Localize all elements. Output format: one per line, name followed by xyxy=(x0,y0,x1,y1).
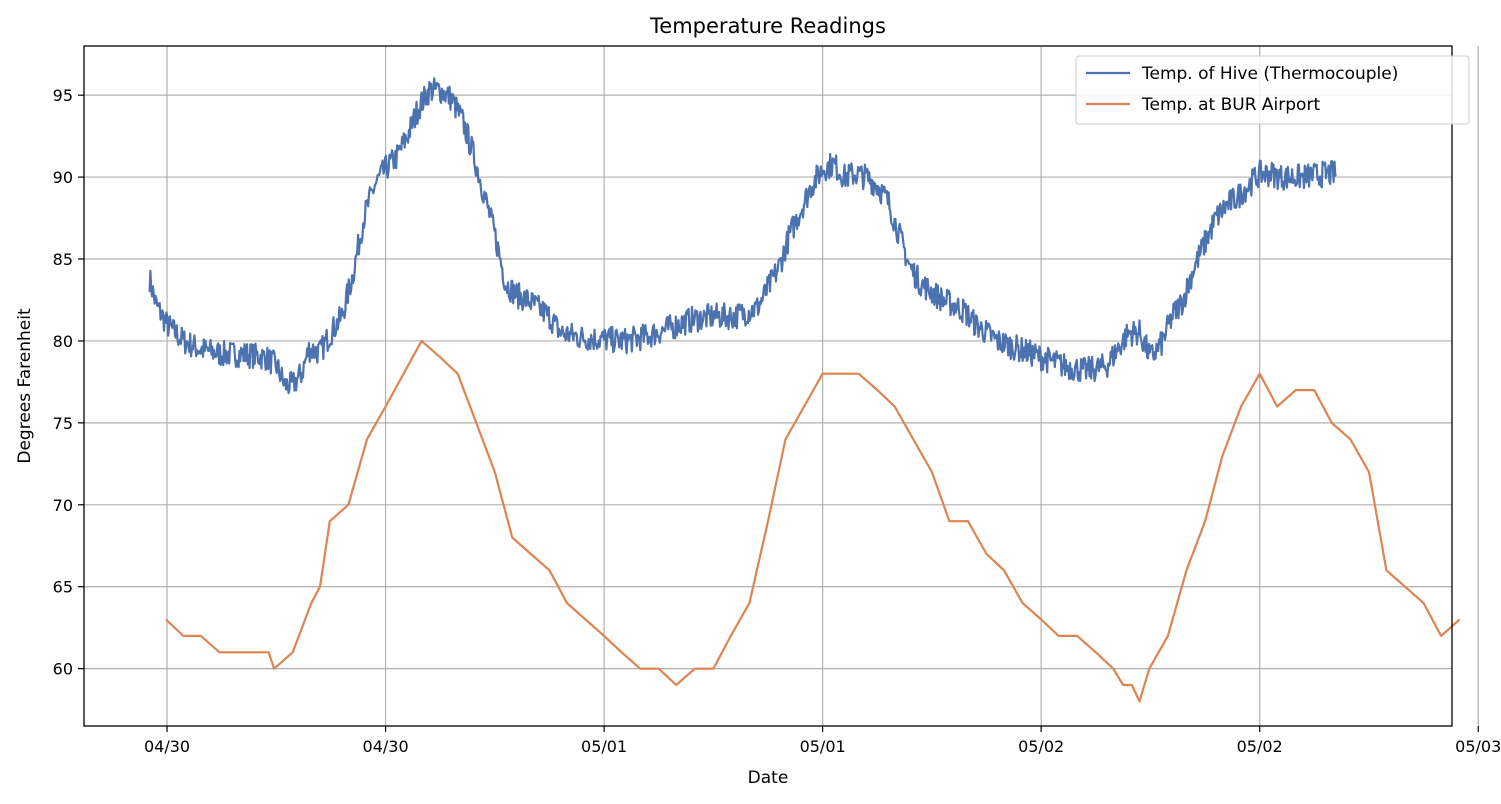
x-tick-label: 05/01 xyxy=(581,737,627,756)
y-tick-label: 70 xyxy=(53,496,73,515)
y-tick-label: 80 xyxy=(53,332,73,351)
series-layer xyxy=(148,77,1461,703)
x-tick-label: 05/03 xyxy=(1455,737,1501,756)
y-tick-label: 75 xyxy=(53,414,73,433)
y-axis-label: Degrees Farenheit xyxy=(15,308,35,464)
legend-label-hive: Temp. of Hive (Thermocouple) xyxy=(1141,64,1398,84)
x-tick-label: 04/30 xyxy=(144,737,190,756)
y-axis: 60 65 70 75 80 85 90 95 xyxy=(53,86,84,679)
legend-box xyxy=(1075,55,1470,125)
y-tick-label: 65 xyxy=(53,578,73,597)
legend: Temp. of Hive (Thermocouple) Temp. at BU… xyxy=(1075,55,1470,125)
plot-frame xyxy=(83,45,1453,727)
series-line-bur xyxy=(165,339,1461,703)
grid-lines xyxy=(84,46,1479,726)
x-axis-label: Date xyxy=(748,768,789,788)
legend-label-bur: Temp. at BUR Airport xyxy=(1141,95,1320,115)
x-tick-label: 04/30 xyxy=(363,737,409,756)
x-tick-label: 05/02 xyxy=(1237,737,1283,756)
x-tick-label: 05/01 xyxy=(800,737,846,756)
series-line-hive xyxy=(148,77,1338,395)
y-tick-label: 85 xyxy=(53,250,73,269)
chart-title: Temperature Readings xyxy=(649,14,886,38)
x-tick-label: 05/02 xyxy=(1018,737,1064,756)
y-tick-label: 90 xyxy=(53,168,73,187)
y-tick-label: 95 xyxy=(53,86,73,105)
x-axis: 04/30 04/30 05/01 05/01 05/02 05/02 05/03 xyxy=(144,726,1501,756)
y-tick-label: 60 xyxy=(53,660,73,679)
